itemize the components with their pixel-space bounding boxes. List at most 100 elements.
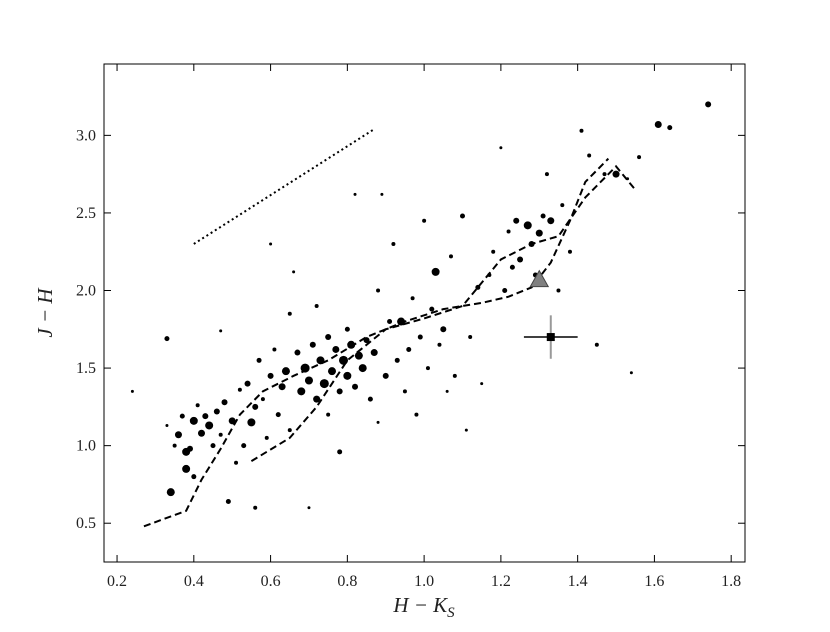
star-point	[352, 383, 359, 390]
star-point	[448, 254, 453, 259]
star-point	[417, 334, 423, 340]
star-point	[205, 421, 214, 430]
star-point	[370, 349, 378, 357]
x-label-main: H − K	[392, 593, 448, 617]
star-point	[307, 506, 311, 510]
star-point	[367, 396, 373, 402]
star-point	[452, 373, 457, 378]
star-point	[705, 101, 712, 108]
star-point	[241, 443, 247, 449]
star-point	[363, 337, 370, 344]
star-point	[326, 412, 331, 417]
star-point	[382, 372, 389, 379]
star-point	[182, 464, 191, 473]
star-point	[213, 408, 220, 415]
star-point	[480, 382, 484, 386]
star-point	[210, 443, 216, 449]
y-tick-label: 3.0	[76, 127, 96, 144]
star-point	[297, 387, 306, 396]
star-point	[172, 443, 177, 448]
star-point	[202, 413, 209, 420]
x-tick-label: 1.4	[568, 573, 588, 590]
x-tick-label: 1.6	[644, 573, 664, 590]
y-tick-label: 2.5	[76, 205, 96, 222]
star-point	[491, 249, 496, 254]
star-point	[325, 334, 332, 341]
star-point	[544, 172, 549, 177]
star-point	[397, 317, 406, 326]
star-point	[237, 387, 242, 392]
star-point	[339, 355, 349, 365]
track-line	[143, 157, 610, 528]
star-point	[626, 177, 630, 181]
star-point	[278, 383, 286, 391]
star-point	[130, 389, 134, 393]
star-point	[165, 423, 169, 427]
star-point	[314, 304, 319, 309]
star-point	[174, 431, 182, 439]
star-point	[440, 326, 447, 333]
star-point	[422, 218, 427, 223]
star-point	[343, 371, 352, 380]
plot-frame	[103, 63, 746, 563]
x-tick-label: 1.8	[721, 573, 741, 590]
star-point	[391, 241, 396, 246]
star-point	[528, 240, 535, 247]
star-point	[376, 288, 381, 293]
star-point	[336, 388, 343, 395]
x-tick-label: 1.2	[491, 573, 511, 590]
star-point	[380, 192, 384, 196]
star-point	[445, 389, 449, 393]
star-point	[358, 364, 367, 373]
triangle-marker	[529, 269, 550, 288]
star-point	[499, 146, 503, 150]
star-point	[513, 217, 520, 224]
star-point	[556, 288, 561, 293]
star-point	[294, 349, 301, 356]
star-point	[219, 329, 223, 333]
star-point	[313, 395, 321, 403]
x-axis-label: H − KS	[392, 593, 455, 621]
star-point	[327, 367, 336, 376]
star-point	[189, 416, 198, 425]
star-point	[353, 192, 357, 196]
star-point	[309, 341, 316, 348]
x-tick-label: 0.2	[107, 573, 127, 590]
star-point	[487, 272, 492, 277]
star-point	[547, 217, 555, 225]
star-point	[475, 284, 481, 290]
star-point	[195, 403, 200, 408]
star-point	[228, 417, 236, 425]
star-point	[166, 488, 175, 497]
star-point	[218, 432, 223, 437]
star-point	[402, 389, 407, 394]
star-point	[406, 346, 412, 352]
star-point	[252, 403, 259, 410]
star-point	[410, 296, 415, 301]
star-point	[264, 435, 269, 440]
star-point	[667, 125, 673, 131]
star-point	[654, 121, 662, 129]
y-tick-label: 1.0	[76, 438, 96, 455]
star-point	[287, 428, 292, 433]
star-point	[535, 229, 543, 237]
star-point	[225, 498, 231, 504]
star-point	[292, 270, 296, 274]
star-point	[304, 376, 313, 385]
star-point	[579, 128, 584, 133]
y-tick-label: 2.0	[76, 283, 96, 300]
star-point	[523, 221, 532, 230]
star-point	[347, 340, 356, 349]
y-tick-label: 0.5	[76, 515, 96, 532]
star-point	[517, 256, 524, 263]
star-point	[394, 357, 400, 363]
star-point	[253, 505, 258, 510]
star-point	[267, 372, 274, 379]
star-point	[337, 449, 343, 455]
star-point	[260, 397, 265, 402]
star-point	[244, 380, 251, 387]
star-point	[221, 399, 228, 406]
star-point	[164, 336, 170, 342]
y-tick-label: 1.5	[76, 360, 96, 377]
